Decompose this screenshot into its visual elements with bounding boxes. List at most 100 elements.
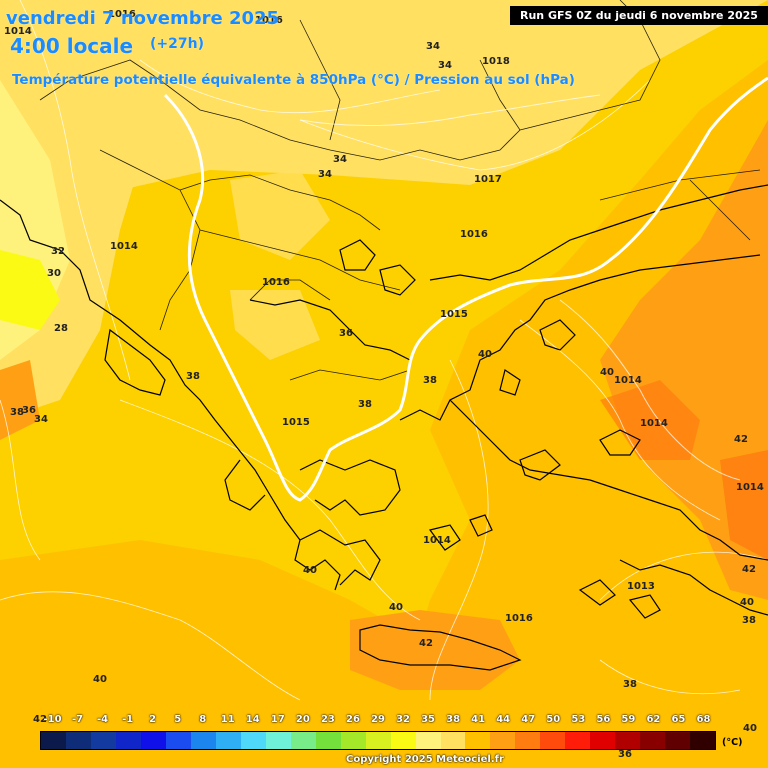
legend-swatch: [90, 732, 116, 749]
pressure-label: 1016: [460, 229, 488, 240]
legend-tick-label: 65: [671, 714, 686, 725]
pressure-label: 1015: [440, 309, 468, 320]
legend-tick-label: -1: [122, 714, 134, 725]
temperature-label: 36: [22, 405, 36, 416]
temperature-label: 36: [618, 749, 632, 760]
legend-tick-label: 68: [696, 714, 711, 725]
coastlines: [0, 184, 768, 671]
temperature-label: 38: [742, 615, 756, 626]
legend-tick-label: 59: [621, 714, 636, 725]
temperature-label: 40: [743, 723, 757, 734]
field-zone-anatolia-hot: [600, 380, 700, 460]
pressure-label: 1016: [262, 277, 290, 288]
isobar-thin-north: [299, 94, 601, 126]
legend-tick-label: -4: [97, 714, 109, 725]
legend-tick-label: 2: [149, 714, 157, 725]
pressure-label: 1014: [110, 241, 138, 252]
temperature-label: 40: [93, 674, 107, 685]
country-borders: [39, 0, 761, 381]
legend-tick-label: 20: [295, 714, 310, 725]
legend-tick-label: 53: [571, 714, 586, 725]
temperature-label: 42: [742, 564, 756, 575]
temperature-label: 28: [54, 323, 68, 334]
temperature-label: 42: [419, 638, 433, 649]
legend-tick-label: 23: [320, 714, 335, 725]
pressure-label: 1014: [640, 418, 668, 429]
legend-tick-label: 5: [174, 714, 182, 725]
legend-swatch: [265, 732, 291, 749]
legend-tick-label: 62: [646, 714, 661, 725]
field-zone-balkans: [230, 170, 330, 260]
legend-swatch: [240, 732, 266, 749]
temperature-label: 38: [423, 375, 437, 386]
temperature-label: 34: [34, 414, 48, 425]
field-zone-bright-yellow: [0, 250, 60, 330]
pressure-label: 1014: [614, 375, 642, 386]
legend-tick-label: 56: [596, 714, 611, 725]
field-zone-italy-warm: [0, 360, 40, 440]
field-zone-south: [0, 540, 440, 768]
legend-swatch: [565, 732, 591, 749]
temperature-label: 34: [318, 169, 332, 180]
pressure-labels: 1016 1016 1014 1018 1017 1016 1014 1016 …: [4, 9, 764, 624]
legend-tick-label: 14: [245, 714, 260, 725]
temperature-label: 40: [600, 367, 614, 378]
temperature-label: 30: [47, 268, 61, 279]
temperature-label: 40: [478, 349, 492, 360]
legend-swatch: [590, 732, 616, 749]
legend-tick-label: -7: [71, 714, 84, 725]
pressure-label: 1016: [255, 15, 283, 26]
model-run-banner: Run GFS 0Z du jeudi 6 novembre 2025: [510, 6, 768, 25]
temperature-label: 32: [51, 246, 65, 257]
legend-tick-label: 17: [270, 714, 285, 725]
legend-swatch: [315, 732, 341, 749]
legend-swatch: [41, 732, 66, 749]
legend-tick-label: 11: [220, 714, 235, 725]
legend-tick-label: 47: [521, 714, 536, 725]
field-zone-crete: [350, 610, 520, 690]
legend-swatch: [390, 732, 416, 749]
legend-swatch: [690, 732, 716, 749]
isobar-1015: [163, 76, 768, 502]
forecast-hour: 4:00 locale: [10, 34, 134, 58]
legend-swatch: [115, 732, 141, 749]
legend-swatch: [465, 732, 491, 749]
legend-swatch: [615, 732, 641, 749]
copyright-notice: Copyright 2025 Meteociel.fr: [346, 754, 504, 765]
pressure-label: 1018: [482, 56, 510, 67]
temperature-label: 38: [186, 371, 200, 382]
pressure-label: 1014: [4, 26, 32, 37]
temperature-label: 34: [426, 41, 440, 52]
legend-swatch: [165, 732, 191, 749]
legend-swatch: [365, 732, 391, 749]
legend-tick-label: 8: [199, 714, 207, 725]
pressure-label: 1016: [108, 9, 136, 20]
legend-swatch: [440, 732, 466, 749]
color-scale-legend: [40, 731, 716, 750]
legend-swatch: [415, 732, 441, 749]
isotherm-lines: [0, 0, 768, 701]
field-zone-east: [400, 60, 768, 768]
legend-swatch: [215, 732, 241, 749]
legend-swatch: [540, 732, 566, 749]
pressure-label: 1013: [627, 581, 655, 592]
legend-swatch: [340, 732, 366, 749]
legend-swatch: [665, 732, 691, 749]
legend-swatch: [290, 732, 316, 749]
pressure-label: 1014: [736, 482, 764, 493]
field-zone-macedonia: [230, 290, 320, 360]
legend-swatch: [490, 732, 516, 749]
temperature-label: 38: [623, 679, 637, 690]
pressure-label: 1015: [282, 417, 310, 428]
legend-tick-label: 44: [496, 714, 511, 725]
forecast-date: vendredi 7 novembre 2025: [6, 8, 280, 29]
temperature-label: 34: [438, 60, 452, 71]
isobar-thin-east: [559, 299, 741, 481]
legend-tick-label: 38: [446, 714, 461, 725]
pressure-label: 1016: [505, 613, 533, 624]
legend-tick-label: 41: [471, 714, 486, 725]
field-zone-north: [0, 0, 768, 300]
legend-tick-label: 50: [546, 714, 561, 725]
